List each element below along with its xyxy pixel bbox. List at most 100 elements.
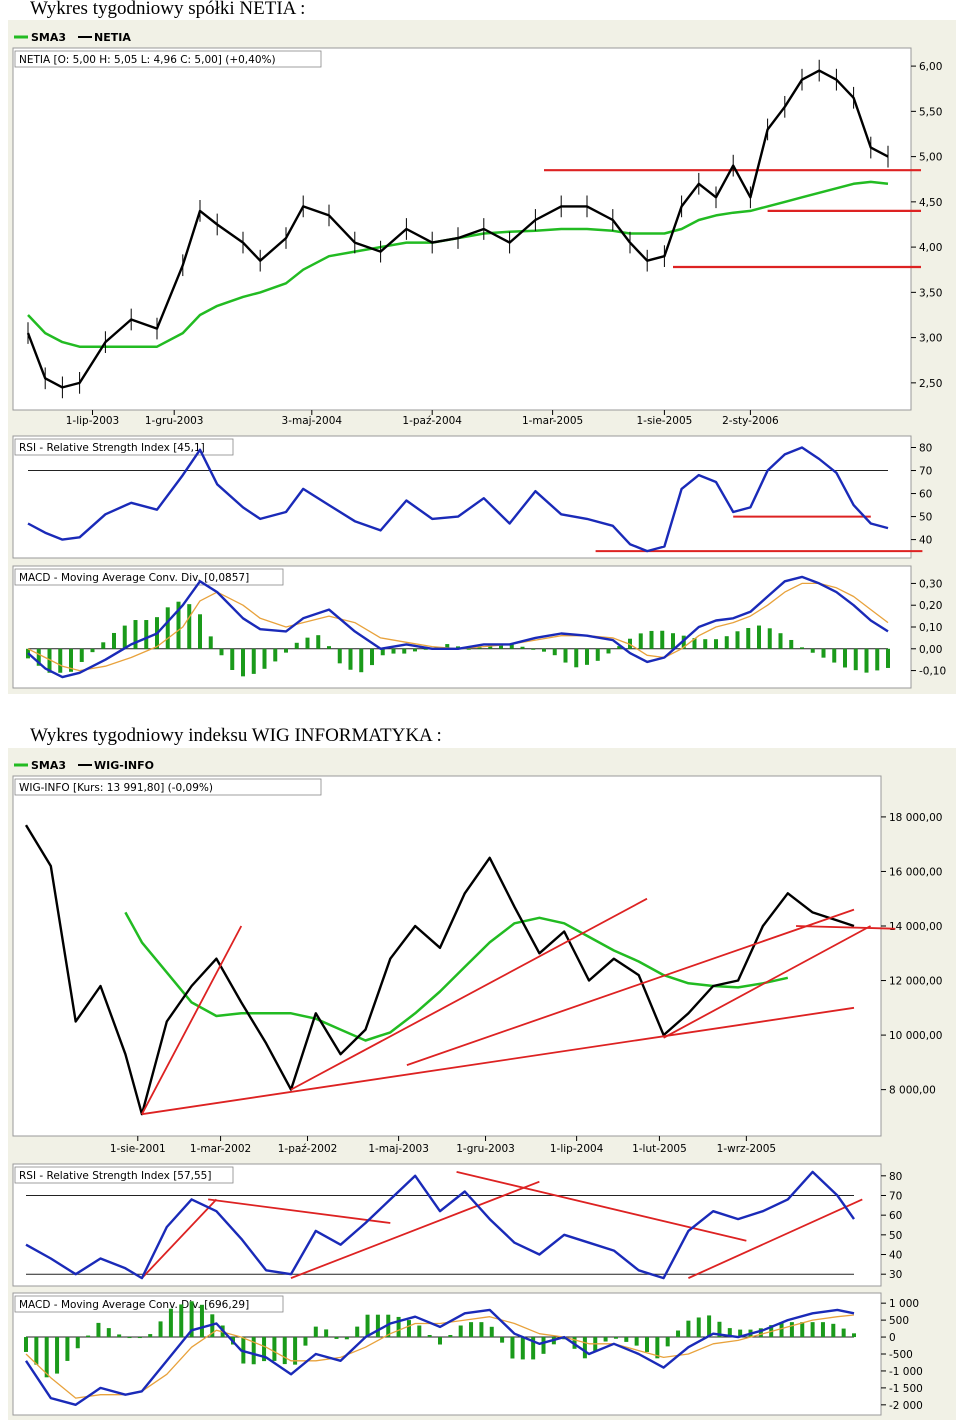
netia-macd-histogram-bar [703, 639, 708, 649]
wig-info-macd-histogram-bar [779, 1322, 784, 1338]
netia-macd-histogram-bar [165, 607, 170, 649]
wig-info-trend-line [141, 925, 243, 1115]
netia-macd-histogram-bar [101, 642, 106, 649]
wig-info-macd-histogram-bar [686, 1320, 691, 1338]
wig-info-rsi-line [25, 1170, 855, 1280]
netia-macd-histogram-bar [36, 648, 41, 666]
wig-info-macd-histogram-bar [489, 1326, 494, 1338]
wig-info-macd-histogram-bar [158, 1321, 163, 1338]
netia-rsi-y-tick-label: 60 [919, 489, 932, 501]
netia-macd-histogram-bar [821, 648, 826, 658]
netia-macd-histogram-bar [112, 632, 116, 649]
wig-info-macd-histogram-bar [500, 1337, 505, 1343]
wig-info-macd-y-tick-label: -1 000 [889, 1366, 923, 1378]
netia-macd-histogram-bar [681, 635, 686, 649]
wig-info-x-tick-label: 1-gru-2003 [456, 1143, 515, 1155]
netia-macd-histogram-bar [380, 648, 385, 656]
netia-macd-histogram-bar [144, 620, 149, 649]
wig-info-macd-histogram-bar [137, 1337, 142, 1339]
netia-macd-histogram-bar [359, 648, 364, 673]
wig-info-macd-histogram-bar [676, 1330, 681, 1338]
netia-macd-label-box [14, 568, 284, 586]
wig-info-macd-histogram-bar [168, 1308, 173, 1338]
netia-macd-histogram-bar [316, 635, 321, 649]
wig-info-macd-histogram-bar [406, 1320, 411, 1338]
wig-info-trend-line [796, 925, 896, 930]
netia-macd-histogram-bar [402, 648, 407, 654]
netia-y-tick-label: 6,00 [919, 61, 942, 73]
netia-rsi-line [27, 446, 889, 553]
netia-macd-histogram-bar [843, 648, 847, 668]
netia-y-tick-label: 3,50 [919, 287, 942, 299]
netia-x-tick-label: 1-paź-2004 [402, 415, 462, 427]
wig-info-rsi-trend-line [141, 1198, 218, 1279]
netia-macd-histogram-bar [778, 633, 783, 649]
wig-info-macd-histogram-bar [738, 1329, 743, 1338]
wig-info-macd-histogram-bar [841, 1328, 846, 1338]
wig-info-rsi-y-tick-label: 70 [889, 1190, 902, 1202]
netia-macd-histogram-bar [294, 642, 299, 649]
netia-macd-histogram-bar [767, 628, 772, 649]
wig-info-macd-histogram-bar [251, 1337, 256, 1365]
netia-macd-line [27, 575, 889, 679]
wig-info-macd-histogram-bar [313, 1326, 318, 1338]
wig-info-macd-histogram-bar [831, 1323, 836, 1338]
wig-info-rsi-y-tick-label: 60 [889, 1210, 902, 1222]
netia-macd-y-tick-label: -0,10 [919, 666, 946, 678]
wig-info-heading: Wykres tygodniowy indeksu WIG INFORMATYK… [30, 725, 442, 746]
netia-rsi-label: RSI - Relative Strength Index [45,1] [19, 442, 205, 454]
wig-info-rsi-y-tick-label: 40 [889, 1250, 902, 1262]
netia-x-tick-label: 1-mar-2005 [522, 415, 583, 427]
wig-info-macd-histogram-bar [324, 1329, 329, 1338]
netia-macd-histogram-bar [466, 648, 471, 650]
netia-chart-block: SMA3 NETIA NETIA [O: 5,00 H: 5,05 L: 4,96 … [8, 20, 956, 694]
netia-x-tick-label: 1-gru-2003 [145, 415, 204, 427]
netia-macd-histogram-bar [327, 646, 331, 649]
wig-info-macd-histogram-bar [282, 1337, 287, 1365]
wig-info-macd-y-tick-label: -1 500 [889, 1383, 923, 1395]
netia-macd-histogram-bar [79, 648, 84, 662]
netia-macd-histogram-bar [531, 648, 536, 650]
wig-info-y-tick-label: 12 000,00 [889, 976, 942, 988]
netia-macd-histogram-bar [735, 631, 740, 649]
netia-price-line [26, 69, 889, 389]
netia-macd-histogram-bar [370, 648, 374, 666]
wig-info-macd-y-tick-label: -500 [889, 1349, 913, 1361]
netia-macd-histogram-bar [724, 636, 729, 649]
wig-info-macd-histogram-bar [603, 1337, 608, 1342]
netia-macd-y-tick-label: 0,10 [919, 622, 942, 634]
wig-info-macd-histogram-bar [613, 1337, 618, 1339]
wig-info-price-panel [12, 775, 882, 1137]
netia-heading: Wykres tygodniowy spółki NETIA : [30, 0, 306, 19]
netia-macd-histogram-bar [692, 638, 697, 649]
wig-info-macd-y-tick-label: -2 000 [889, 1400, 923, 1412]
netia-macd-histogram-bar [606, 648, 611, 654]
wig-info-macd-histogram-bar [469, 1322, 474, 1338]
wig-info-macd-histogram-bar [758, 1328, 763, 1338]
netia-macd-histogram-bar [445, 644, 450, 649]
netia-rsi-y-tick-label: 40 [919, 535, 932, 547]
wig-info-macd-histogram-bar [55, 1337, 60, 1374]
wig-info-macd-histogram-bar [531, 1337, 536, 1360]
wig-info-info-box [14, 778, 322, 796]
wig-info-rsi-label-box [14, 1166, 234, 1184]
wig-info-rsi-trend-line [208, 1198, 391, 1224]
wig-info-macd-histogram-bar [727, 1328, 732, 1338]
wig-info-macd-histogram-bar [810, 1322, 815, 1338]
netia-legend-price-label: NETIA [94, 31, 131, 44]
netia-rsi-label-box [14, 438, 234, 456]
wig-info-macd-histogram-bar [293, 1337, 298, 1365]
netia-x-tick-label: 3-maj-2004 [282, 415, 343, 427]
wig-info-price-line [24, 824, 855, 1116]
netia-info-box [14, 50, 322, 68]
wig-info-macd-histogram-bar [820, 1322, 825, 1338]
netia-x-tick-label: 1-lip-2003 [66, 415, 119, 427]
wig-info-macd-histogram-bar [86, 1335, 91, 1338]
wig-info-x-tick-label: 1-wrz-2005 [717, 1143, 776, 1155]
wig-info-macd-histogram-bar [375, 1314, 380, 1338]
netia-macd-histogram-bar [864, 648, 869, 673]
wig-info-macd-histogram-bar [262, 1337, 267, 1362]
wig-info-macd-histogram-bar [96, 1322, 101, 1338]
wig-info-y-tick-label: 10 000,00 [889, 1030, 942, 1042]
netia-macd-histogram-bar [617, 646, 622, 649]
